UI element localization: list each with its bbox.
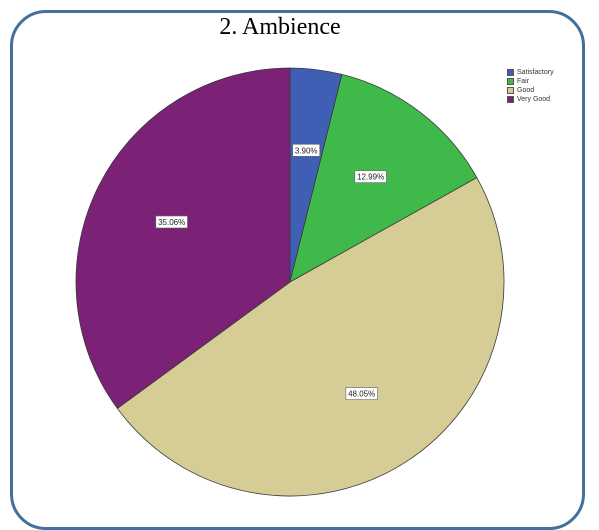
pie-data-label-box [292,144,321,157]
legend-swatch [507,78,514,85]
pie-data-label: 35.06% [155,215,188,229]
pie-data-label-box [354,170,387,183]
pie-data-label-text: 3.90% [295,146,318,155]
legend-swatch [507,96,514,103]
pie-data-label-text: 35.06% [158,218,185,227]
pie-data-label-box [345,387,378,400]
pie-data-label: 3.90% [292,144,321,157]
pie-slice-good [116,177,505,497]
pie-data-label-box [155,215,188,229]
legend-label: Very Good [517,96,551,103]
legend-item: Fair [507,77,554,86]
pie-data-label: 48.05% [345,387,378,400]
pie-slice-very-good [75,67,291,409]
legend-item: Very Good [507,95,554,104]
legend-item: Good [507,86,554,95]
legend-swatch [507,87,514,94]
legend-label: Satisfactory [517,69,554,76]
chart-title: 2. Ambience [219,14,341,40]
pie-chart-svg: 3.90% 12.99% 48.05% 35.06% [75,67,505,497]
chart-legend: Satisfactory Fair Good Very Good [507,68,554,104]
legend-swatch [507,69,514,76]
pie-chart: 3.90% 12.99% 48.05% 35.06% [75,67,505,497]
pie-data-label: 12.99% [354,170,387,183]
pie-data-label-text: 48.05% [348,390,375,399]
legend-label: Fair [517,78,530,85]
pie-data-label-text: 12.99% [357,173,384,182]
legend-label: Good [517,87,535,94]
legend-item: Satisfactory [507,68,554,77]
